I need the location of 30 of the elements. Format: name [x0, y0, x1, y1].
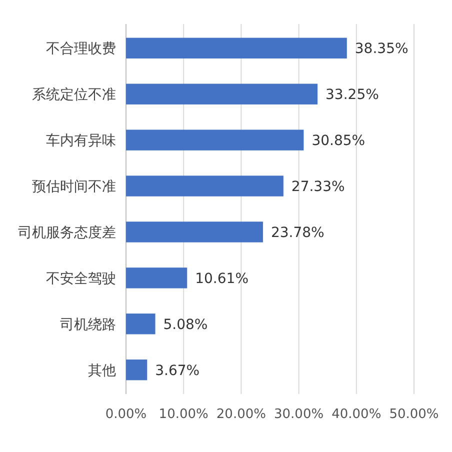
- y-tick-label: 不安全驾驶: [46, 270, 116, 287]
- y-tick-label: 司机服务态度差: [18, 224, 116, 241]
- data-label: 38.35%: [354, 41, 408, 58]
- x-tick-label: 30.00%: [274, 407, 324, 422]
- x-tick-label: 40.00%: [332, 407, 382, 422]
- data-label: 5.08%: [163, 316, 208, 333]
- y-tick-label: 系统定位不准: [32, 86, 116, 103]
- data-label: 30.85%: [312, 132, 366, 149]
- data-label: 10.61%: [195, 270, 249, 287]
- x-tick-label: 0.00%: [105, 407, 147, 422]
- y-tick-label: 预估时间不准: [32, 178, 116, 195]
- bar: [126, 314, 156, 334]
- y-tick-label: 不合理收费: [46, 41, 116, 58]
- x-tick-label: 20.00%: [216, 407, 266, 422]
- y-tick-label: 其他: [88, 362, 116, 379]
- data-label: 33.25%: [326, 86, 379, 103]
- y-tick-label: 车内有异味: [46, 132, 116, 149]
- bar: [126, 130, 304, 150]
- data-label: 23.78%: [270, 224, 324, 241]
- bar: [126, 268, 188, 288]
- x-tick-label: 10.00%: [158, 407, 208, 422]
- bar: [126, 84, 318, 104]
- bar: [126, 176, 284, 196]
- bar: [126, 360, 148, 380]
- bar: [126, 222, 263, 242]
- x-tick-label: 50.00%: [389, 407, 439, 422]
- data-label: 3.67%: [155, 362, 200, 379]
- y-tick-label: 司机绕路: [60, 316, 116, 333]
- data-label: 27.33%: [291, 178, 345, 195]
- bar: [126, 38, 347, 58]
